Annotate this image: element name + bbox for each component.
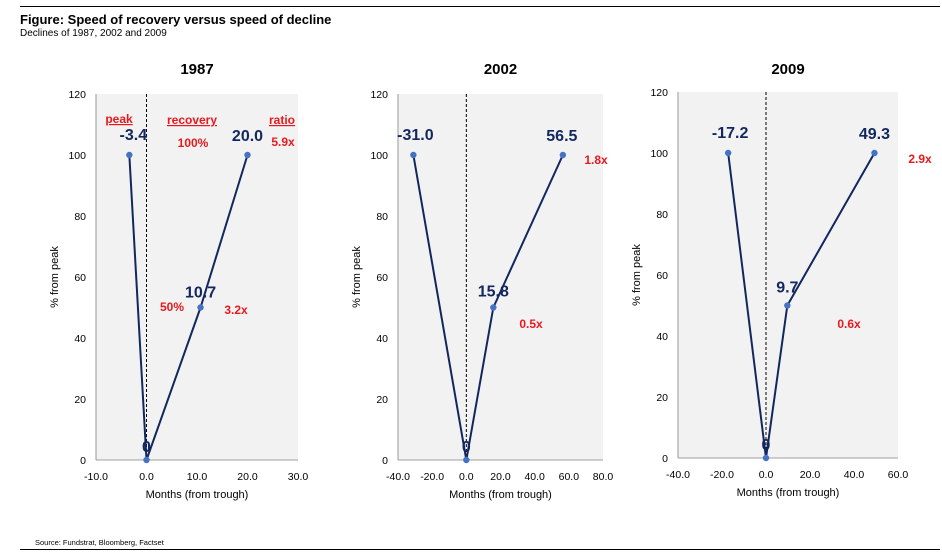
x-tick-label: 20.0 [490, 471, 511, 483]
y-tick-label: 80 [656, 209, 668, 221]
data-point [762, 454, 770, 462]
series-line-1987 [128, 154, 249, 461]
chart-title-1987: 1987 [180, 61, 213, 78]
data-label: -17.2 [712, 125, 749, 142]
y-axis-title-2002: % from peak [351, 246, 363, 308]
x-tick-label: 0.0 [759, 469, 774, 481]
series-line-2009 [727, 152, 876, 459]
data-label: 0 [762, 437, 771, 454]
y-tick-label: 0 [382, 455, 388, 467]
data-point [871, 149, 878, 157]
y-tick-label: 120 [650, 87, 668, 99]
data-point [784, 302, 791, 309]
x-tick-label: -40.0 [386, 471, 410, 483]
x-tick-label: 60.0 [888, 469, 909, 481]
data-label: 10.7 [185, 285, 216, 302]
data-point [197, 304, 204, 311]
y-axis-title-2009: % from peak [631, 244, 643, 306]
y-tick-label: 60 [74, 272, 86, 284]
y-tick-label: 40 [74, 333, 86, 345]
y-tick-label: 20 [656, 392, 668, 404]
y-axis-title-1987: % from peak [49, 246, 61, 308]
top-rule [20, 6, 940, 7]
annotation-label: 0.6x [837, 317, 861, 331]
x-tick-label: -20.0 [420, 471, 444, 483]
annotation-label: 0.5x [519, 317, 543, 331]
y-tick-label: 120 [370, 89, 388, 101]
x-tick-label: -20.0 [710, 469, 734, 481]
annotation-label: 5.9x [271, 135, 295, 149]
x-tick-label: 60.0 [559, 471, 580, 483]
x-axis-title-2009: Months (from trough) [737, 487, 840, 499]
data-point [463, 456, 470, 464]
data-point [143, 456, 150, 464]
x-tick-label: 40.0 [524, 471, 545, 483]
y-tick-label: 60 [376, 272, 388, 284]
x-tick-label: 0.0 [139, 471, 154, 483]
data-label: 0 [142, 439, 151, 456]
data-label: 0 [462, 439, 471, 456]
data-point [724, 149, 732, 157]
x-tick-label: -40.0 [666, 469, 690, 481]
annotation-label: ratio [269, 113, 295, 127]
figure-subtitle: Declines of 1987, 2002 and 2009 [20, 28, 167, 39]
data-point [244, 151, 251, 159]
data-point [490, 304, 497, 311]
annotation-label: 50% [160, 300, 184, 314]
annotation-label: 3.2x [224, 303, 248, 317]
x-tick-label: 0.0 [459, 471, 474, 483]
bottom-rule [20, 549, 940, 550]
data-label: 49.3 [859, 126, 890, 143]
y-tick-label: 100 [370, 150, 388, 162]
x-tick-label: 40.0 [844, 469, 865, 481]
chart-title-2002: 2002 [484, 61, 517, 78]
x-tick-label: 10.0 [187, 471, 208, 483]
x-tick-label: -10.0 [84, 471, 108, 483]
source-note: Source: Fundstrat, Bloomberg, Factset [35, 538, 164, 547]
data-label: -31.0 [397, 127, 434, 144]
x-axis-title-2002: Months (from trough) [449, 489, 552, 501]
y-tick-label: 40 [376, 333, 388, 345]
annotation-label: 100% [178, 136, 209, 150]
y-tick-label: 80 [74, 211, 86, 223]
annotation-label: 1.8x [584, 153, 608, 167]
y-tick-label: 40 [656, 331, 668, 343]
data-label: 20.0 [232, 128, 263, 145]
y-tick-label: 100 [68, 150, 86, 162]
y-tick-label: 80 [376, 211, 388, 223]
plot-area-2009 [678, 92, 898, 458]
figure-title: Figure: Speed of recovery versus speed o… [20, 12, 332, 27]
y-tick-label: 100 [650, 148, 668, 160]
data-label: 56.5 [546, 128, 577, 145]
x-tick-label: 80.0 [593, 471, 614, 483]
x-tick-label: 30.0 [288, 471, 309, 483]
data-label: 9.7 [776, 280, 798, 297]
data-label: -3.4 [120, 127, 148, 144]
x-tick-label: 20.0 [800, 469, 821, 481]
plot-area-2002 [398, 94, 603, 460]
x-axis-title-1987: Months (from trough) [146, 489, 249, 501]
series-line-2002 [412, 154, 564, 461]
y-tick-label: 20 [74, 394, 86, 406]
chart-title-2009: 2009 [771, 61, 804, 78]
annotation-label: 2.9x [908, 152, 932, 166]
y-tick-label: 0 [662, 453, 668, 465]
data-point [126, 151, 133, 159]
data-point [410, 151, 417, 159]
annotation-label: recovery [167, 113, 217, 127]
x-tick-label: 20.0 [237, 471, 258, 483]
data-point [559, 151, 567, 159]
y-tick-label: 0 [80, 455, 86, 467]
y-tick-label: 60 [656, 270, 668, 282]
y-tick-label: 20 [376, 394, 388, 406]
data-label: 15.8 [478, 284, 509, 301]
y-tick-label: 120 [68, 89, 86, 101]
annotation-label: peak [105, 112, 133, 126]
